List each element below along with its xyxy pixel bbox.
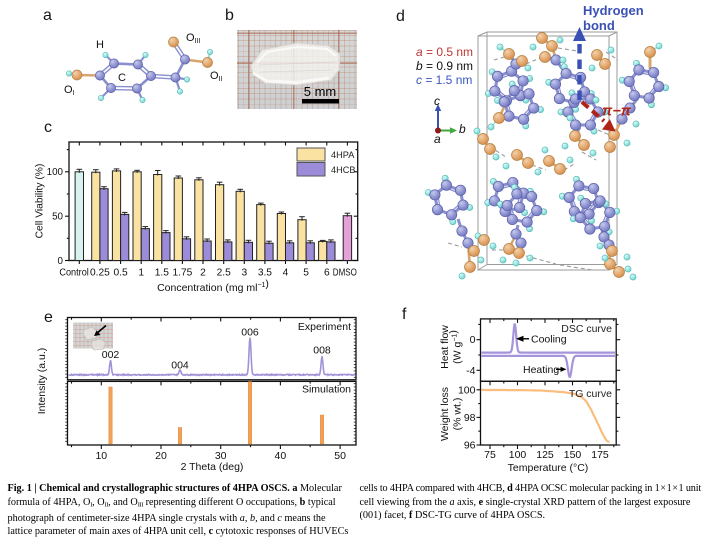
svg-text:b = 0.9 nm: b = 0.9 nm — [416, 59, 473, 73]
svg-text:a: a — [434, 132, 441, 146]
svg-text:H: H — [96, 39, 104, 51]
svg-text:100: 100 — [47, 167, 64, 178]
svg-text:002: 002 — [102, 349, 120, 361]
svg-text:4HPA: 4HPA — [331, 150, 355, 160]
svg-text:2 Theta (deg): 2 Theta (deg) — [181, 461, 244, 473]
svg-text:100: 100 — [458, 384, 476, 396]
svg-text:Simulation: Simulation — [302, 384, 351, 396]
svg-text:C: C — [118, 72, 126, 84]
svg-text:3: 3 — [241, 268, 247, 279]
svg-text:175: 175 — [591, 449, 609, 461]
svg-text:Cell Viability (%): Cell Viability (%) — [35, 164, 46, 239]
svg-text:96: 96 — [464, 440, 476, 452]
svg-text:50: 50 — [52, 212, 63, 223]
svg-text:c: c — [434, 94, 440, 108]
svg-text:DSC curve: DSC curve — [561, 323, 612, 335]
svg-text:1.5: 1.5 — [155, 268, 169, 279]
svg-text:75: 75 — [484, 449, 496, 461]
svg-text:4HCB: 4HCB — [331, 165, 356, 175]
svg-text:bond: bond — [583, 18, 615, 33]
svg-text:0.25: 0.25 — [90, 268, 110, 279]
svg-text:20: 20 — [155, 450, 167, 462]
svg-text:008: 008 — [313, 345, 331, 357]
svg-text:6: 6 — [324, 268, 330, 279]
svg-text:30: 30 — [215, 450, 227, 462]
svg-text:π−π: π−π — [602, 104, 632, 120]
svg-text:0: 0 — [58, 256, 64, 267]
svg-text:150: 150 — [564, 449, 582, 461]
svg-text:0.5: 0.5 — [114, 268, 128, 279]
svg-text:5 mm: 5 mm — [304, 84, 337, 99]
svg-text:004: 004 — [171, 360, 189, 372]
svg-text:100: 100 — [509, 449, 527, 461]
svg-text:TG curve: TG curve — [569, 388, 612, 400]
svg-text:4: 4 — [283, 268, 289, 279]
svg-text:40: 40 — [275, 450, 287, 462]
svg-text:98: 98 — [464, 412, 476, 424]
svg-text:(% wt.): (% wt.) — [452, 398, 464, 431]
svg-text:0: 0 — [470, 334, 476, 346]
svg-text:b: b — [459, 122, 466, 136]
svg-text:Hydrogen: Hydrogen — [583, 3, 644, 18]
svg-text:006: 006 — [241, 327, 259, 339]
svg-text:10: 10 — [95, 450, 107, 462]
svg-text:Cooling: Cooling — [531, 334, 567, 346]
svg-text:125: 125 — [536, 449, 554, 461]
svg-text:2.5: 2.5 — [217, 268, 231, 279]
svg-text:Intensity (a.u.): Intensity (a.u.) — [36, 348, 48, 415]
svg-text:2: 2 — [200, 268, 206, 279]
svg-text:DMSO: DMSO — [333, 268, 357, 279]
svg-text:Temperature (°C): Temperature (°C) — [508, 462, 589, 474]
svg-text:3.5: 3.5 — [258, 268, 272, 279]
svg-text:OI: OI — [64, 84, 75, 97]
svg-text:Heating: Heating — [523, 364, 559, 376]
svg-text:a = 0.5 nm: a = 0.5 nm — [416, 45, 473, 59]
svg-text:Heat flow: Heat flow — [439, 325, 451, 369]
svg-text:c = 1.5 nm: c = 1.5 nm — [416, 73, 472, 87]
svg-text:1.75: 1.75 — [172, 268, 192, 279]
svg-text:Control: Control — [59, 268, 89, 279]
svg-text:50: 50 — [334, 450, 346, 462]
svg-text:Experiment: Experiment — [298, 321, 351, 333]
svg-text:Weight loss: Weight loss — [439, 387, 451, 441]
svg-text:-4: -4 — [466, 365, 475, 377]
svg-text:1: 1 — [138, 268, 144, 279]
svg-text:5: 5 — [303, 268, 309, 279]
svg-text:Concentration (mg ml−1): Concentration (mg ml−1) — [157, 278, 269, 294]
